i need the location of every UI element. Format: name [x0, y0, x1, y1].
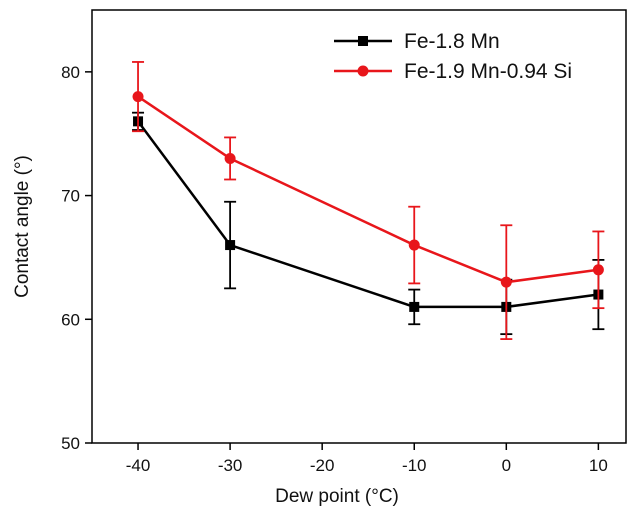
data-point-square — [409, 301, 420, 312]
data-point-circle — [592, 264, 604, 276]
legend-marker-circle — [357, 65, 369, 77]
legend-label: Fe-1.8 Mn — [404, 30, 500, 53]
legend-item: Fe-1.8 Mn — [334, 30, 500, 53]
y-tick-label: 50 — [61, 434, 80, 453]
data-point-circle — [500, 276, 512, 288]
series-layer — [132, 61, 605, 340]
data-point-circle — [224, 152, 236, 164]
x-axis: -40 -30 -20 -10 0 10 — [126, 443, 608, 475]
data-point-circle — [132, 91, 144, 103]
y-tick-label: 80 — [61, 63, 80, 82]
legend-item: Fe-1.9 Mn-0.94 Si — [334, 60, 572, 83]
x-tick-label: -20 — [310, 456, 335, 475]
x-axis-title: Dew point (°C) — [275, 486, 399, 507]
legend-marker-square — [358, 36, 368, 46]
plot-border — [91, 9, 627, 444]
y-axis-title: Contact angle (°) — [12, 155, 33, 298]
x-tick-label: 0 — [502, 456, 511, 475]
x-tick-label: -30 — [218, 456, 243, 475]
data-point-circle — [408, 239, 420, 251]
x-tick-label: -10 — [402, 456, 427, 475]
x-tick-label: 10 — [589, 456, 608, 475]
y-axis: 50 60 70 80 — [61, 63, 92, 453]
y-tick-label: 70 — [61, 187, 80, 206]
legend-label: Fe-1.9 Mn-0.94 Si — [404, 60, 572, 83]
y-tick-label: 60 — [61, 310, 80, 329]
x-tick-label: -40 — [126, 456, 151, 475]
legend: Fe-1.8 Mn Fe-1.9 Mn-0.94 Si — [334, 30, 572, 83]
series-line — [137, 95, 599, 284]
data-point-square — [225, 240, 236, 251]
series-1 — [132, 61, 605, 340]
plot-frame — [91, 9, 627, 444]
